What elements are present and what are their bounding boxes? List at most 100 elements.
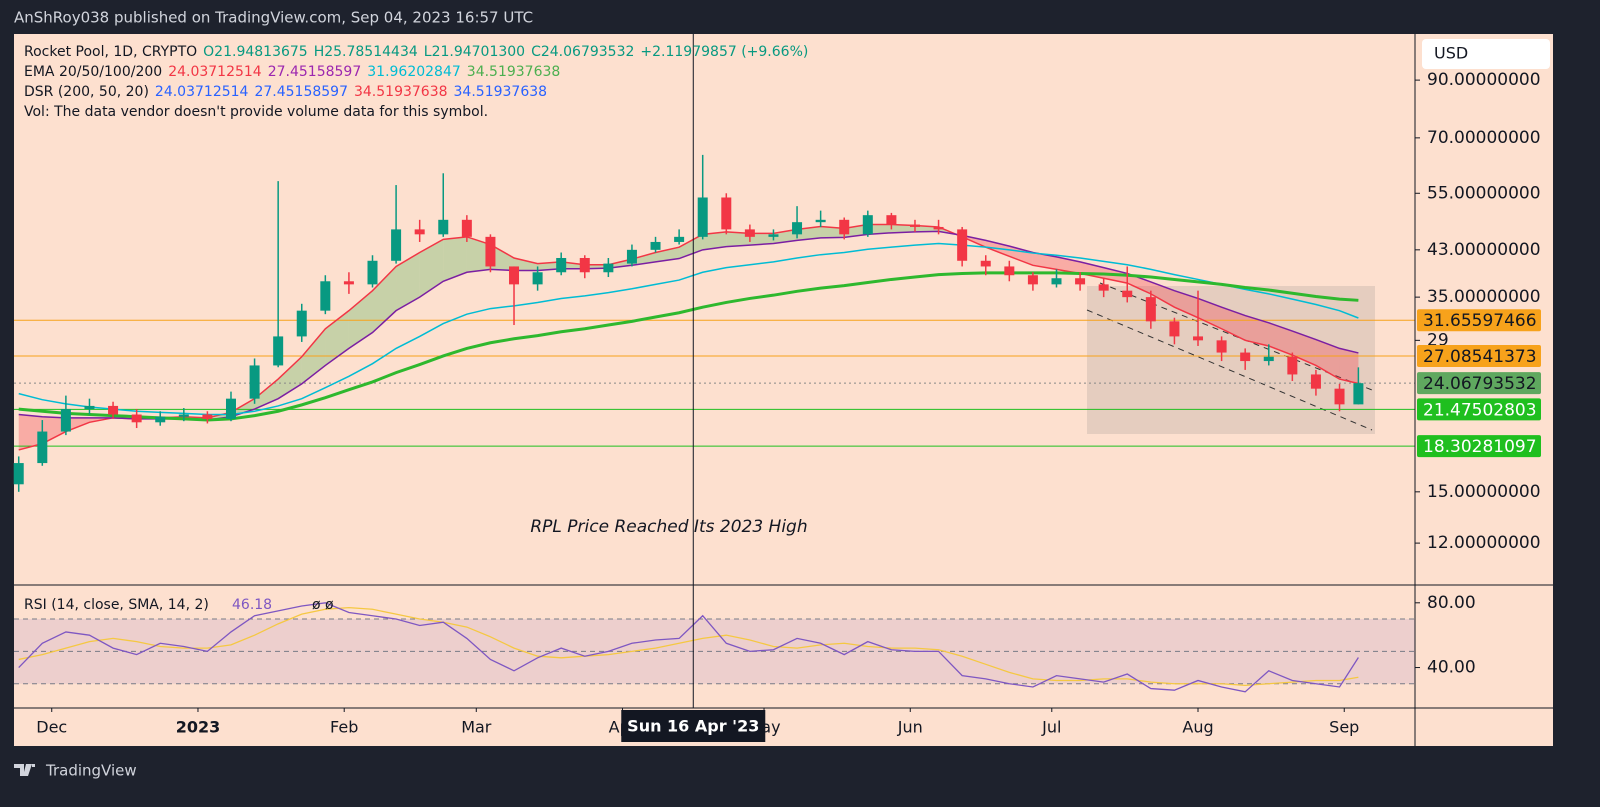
x-tick-label: Dec — [36, 718, 67, 737]
ema-fill — [702, 231, 727, 250]
candle-body — [697, 197, 708, 237]
legend-row: Vol: The data vendor doesn't provide vol… — [24, 102, 814, 122]
candle-body — [721, 197, 732, 230]
candle-body — [108, 405, 119, 415]
candle-body — [1216, 340, 1227, 353]
ema-fill — [891, 224, 915, 233]
candle-body — [674, 236, 685, 242]
candle-body — [839, 219, 850, 235]
legend-ema-value: 27.45158597 — [267, 64, 362, 80]
price-label: 27.08541373 — [1423, 347, 1537, 367]
candle-body — [13, 463, 24, 485]
candle-body — [1122, 290, 1133, 298]
ema-fill — [1150, 281, 1175, 308]
ema-fill — [1315, 339, 1340, 380]
crosshair-label: Sun 16 Apr '23 — [627, 717, 759, 736]
ema-fill — [1268, 322, 1293, 356]
ema-fill — [1221, 307, 1246, 341]
rsi-status: ø ø — [312, 597, 334, 613]
rsi-title: RSI (14, close, SMA, 14, 2) — [24, 597, 209, 613]
price-label-box — [1417, 398, 1541, 421]
crosshair-label-box — [621, 710, 766, 742]
ema-fill — [1032, 252, 1057, 270]
y-tick-label: 70.00000000 — [1427, 128, 1541, 148]
candle-body — [202, 414, 213, 419]
ema-fill — [820, 226, 845, 238]
currency-button[interactable] — [1422, 39, 1550, 69]
ema-fill — [655, 247, 680, 262]
candle-body — [273, 336, 284, 366]
legend-ema: EMA 20/50/100/200 — [24, 64, 163, 80]
candle-body — [60, 409, 71, 432]
candle-body — [1145, 297, 1156, 322]
ema-line — [18, 271, 1359, 422]
ema-fill — [867, 224, 892, 235]
candle-body — [792, 222, 803, 235]
ema-fill — [1127, 273, 1151, 294]
ema-fill — [1198, 298, 1222, 329]
candle-body — [1193, 336, 1204, 341]
ema-fill — [230, 398, 255, 417]
candle-body — [1310, 374, 1321, 389]
candle-body — [579, 257, 590, 273]
price-label: 18.30281097 — [1423, 437, 1537, 457]
price-label-box — [1417, 435, 1541, 458]
legend-ema-value: 31.96202847 — [367, 64, 461, 80]
price-label-box — [1417, 345, 1541, 368]
candle-body — [815, 219, 826, 223]
candle-body — [249, 365, 260, 399]
currency-label[interactable]: USD — [1434, 44, 1468, 63]
candle-body — [391, 229, 402, 261]
legend: Rocket Pool, 1D, CRYPTO O21.94813675 H25.7… — [24, 42, 814, 122]
candle-body — [980, 260, 991, 267]
candle-body — [768, 234, 779, 237]
x-tick-label: Jun — [897, 718, 923, 737]
rsi-line — [18, 602, 1359, 693]
ema-fill — [490, 244, 515, 271]
rsi-value: 46.18 — [232, 597, 272, 613]
ema-fill — [537, 261, 562, 271]
candle-body — [37, 431, 48, 464]
legend-vol: Vol: The data vendor doesn't provide vol… — [24, 104, 489, 120]
price-label: 31.65597466 — [1423, 311, 1537, 331]
ema-fill — [749, 233, 774, 246]
candle-body — [438, 219, 449, 235]
legend-ohlc: L21.94701300 — [423, 44, 526, 60]
legend-dsr-value: 34.51937638 — [453, 84, 548, 100]
legend-ohlc: C24.06793532 — [531, 44, 635, 60]
candle-body — [414, 229, 425, 235]
candle-body — [1240, 352, 1251, 362]
ema-fill — [396, 252, 420, 311]
ema-fill — [254, 379, 279, 410]
x-tick-label: 2023 — [176, 718, 221, 737]
ema-fill — [42, 416, 66, 444]
legend-row: Rocket Pool, 1D, CRYPTO O21.94813675 H25.7… — [24, 42, 814, 62]
ema-fill — [1245, 315, 1269, 346]
ema-fill — [443, 236, 467, 282]
header: AnShRoy038 published on TradingView.com,… — [14, 9, 533, 27]
candle-body — [933, 226, 944, 230]
legend-ema-value: 34.51937638 — [466, 64, 561, 80]
ema-fill — [679, 234, 703, 259]
y-tick-label: 43.00000000 — [1427, 240, 1541, 260]
candle-body — [650, 241, 661, 250]
candle-body — [1334, 388, 1345, 405]
legend-ema-value: 24.03712514 — [168, 64, 262, 80]
logo — [14, 764, 35, 776]
legend-row: DSR (200, 50, 20) 24.03712514 27.45158597 3… — [24, 82, 814, 102]
y-tick-label: 15.00000000 — [1427, 482, 1541, 502]
candle-body — [556, 257, 567, 273]
ema-fill — [65, 417, 90, 432]
candle-body — [626, 249, 637, 264]
footer: TradingView — [45, 762, 137, 780]
candle-body — [1098, 284, 1109, 291]
y-tick-label: 35.00000000 — [1427, 287, 1541, 307]
candle-body — [1004, 266, 1015, 276]
ema-line — [18, 223, 1359, 451]
candle-body — [485, 236, 496, 267]
candle-body — [131, 414, 142, 423]
ema-fill — [1292, 331, 1316, 366]
ema-fill — [514, 257, 538, 271]
ema-fill — [1174, 290, 1199, 318]
